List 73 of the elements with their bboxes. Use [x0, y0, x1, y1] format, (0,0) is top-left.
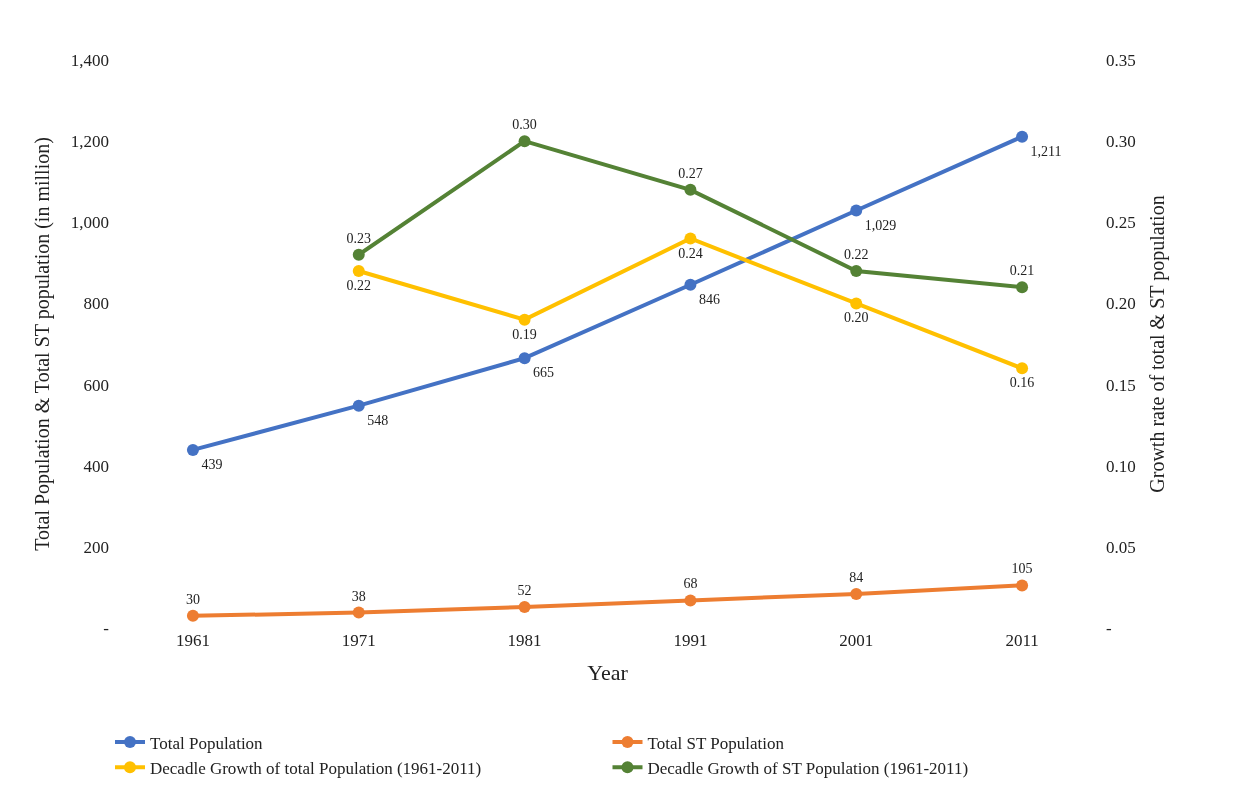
legend-label: Total ST Population	[647, 733, 785, 753]
y-tick-label: 400	[83, 456, 109, 476]
data-label: 1,211	[1030, 143, 1062, 159]
y2-tick-label: 0.25	[1106, 213, 1136, 233]
data-label: 0.30	[512, 117, 537, 133]
data-label: 84	[849, 569, 864, 585]
data-label: 30	[185, 591, 200, 607]
y-tick-label: 800	[83, 294, 109, 314]
data-label: 0.24	[678, 245, 703, 261]
legend-label: Decadle Growth of ST Population (1961-2011)	[647, 758, 969, 778]
y-axis-title: Total Population & Total ST population (in million)	[31, 137, 55, 551]
data-label: 548	[367, 412, 389, 428]
x-tick-label: 1971	[341, 631, 376, 650]
data-label: 846	[698, 291, 720, 307]
data-label: 38	[351, 588, 366, 604]
data-label: 68	[683, 576, 698, 592]
point	[684, 594, 697, 607]
y2-tick-label: 0.20	[1106, 294, 1136, 314]
data-label: 0.27	[678, 165, 703, 181]
x-tick-label: 2001	[839, 631, 874, 650]
point	[518, 352, 531, 365]
y2-tick-label: 0.35	[1106, 50, 1136, 70]
x-axis-title: Year	[587, 659, 629, 685]
point	[518, 600, 531, 613]
point	[850, 204, 863, 217]
data-label: 0.21	[1009, 263, 1035, 279]
x-tick-label: 2011	[1005, 631, 1039, 650]
point	[518, 313, 531, 326]
data-label: 0.19	[512, 326, 537, 342]
data-label: 0.16	[1009, 375, 1035, 391]
legend-label: Decadle Growth of total Population (1961-2011)	[150, 758, 482, 778]
data-label: 0.20	[844, 310, 869, 326]
point	[850, 297, 863, 310]
point	[850, 587, 863, 600]
y-tick-label: 1,200	[70, 132, 109, 152]
y-tick-label: -	[103, 618, 110, 638]
y2-tick-label: 0.30	[1106, 132, 1136, 152]
x-tick-label: 1961	[175, 631, 210, 650]
data-label: 105	[1011, 561, 1033, 577]
point	[518, 135, 531, 148]
data-label: 439	[201, 456, 223, 472]
legend-label: Total Population	[150, 733, 264, 753]
data-label: 0.22	[844, 246, 869, 262]
data-label: 0.22	[346, 277, 371, 293]
y-tick-label: 200	[83, 537, 109, 557]
point	[1016, 579, 1029, 592]
point	[1016, 281, 1029, 294]
point	[352, 399, 365, 412]
point	[352, 248, 365, 261]
y2-tick-label: 0.10	[1106, 456, 1136, 476]
x-tick-label: 1981	[507, 631, 542, 650]
data-label: 665	[533, 365, 555, 381]
point	[850, 264, 863, 277]
y-tick-label: 1,000	[70, 213, 109, 233]
point	[684, 183, 697, 196]
y2-tick-label: -	[1106, 618, 1112, 638]
point	[186, 609, 199, 622]
x-tick-label: 1991	[673, 631, 708, 650]
data-label: 52	[517, 582, 532, 598]
point	[684, 278, 697, 291]
y-tick-label: 600	[83, 375, 109, 395]
point	[352, 606, 365, 619]
point	[1016, 130, 1029, 143]
point	[684, 232, 697, 245]
point	[186, 443, 199, 456]
y2-tick-label: 0.05	[1106, 537, 1136, 557]
data-label: 1,029	[864, 217, 897, 233]
point	[352, 264, 365, 277]
y2-axis-title: Growth rate of total & ST population	[1146, 195, 1170, 493]
y2-tick-label: 0.15	[1106, 375, 1136, 395]
point	[1016, 362, 1029, 375]
data-label: 0.23	[346, 230, 371, 246]
y-tick-label: 1,400	[70, 50, 109, 70]
